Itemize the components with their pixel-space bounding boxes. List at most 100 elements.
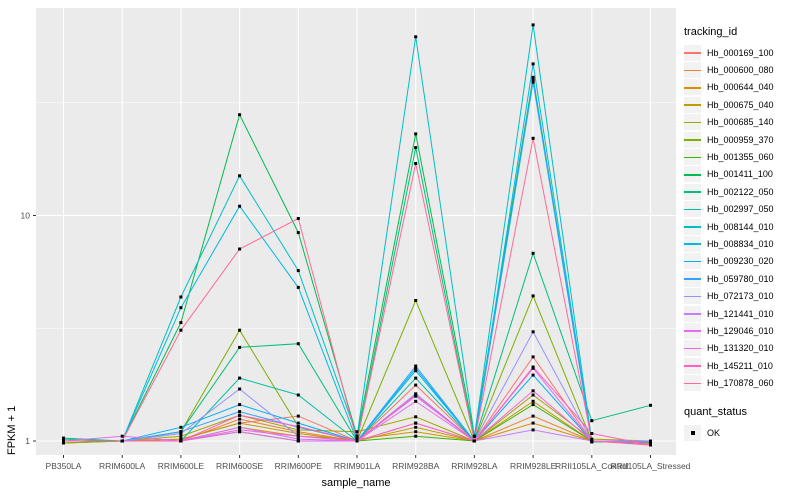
data-point — [531, 23, 535, 27]
legend-item-label: Hb_008144_010 — [707, 221, 774, 232]
data-point — [649, 439, 652, 443]
x-axis-title: sample_name — [321, 477, 391, 489]
data-point — [414, 376, 418, 380]
legend-item: Hb_129046_010 — [684, 322, 800, 339]
data-point — [179, 425, 183, 429]
data-point — [649, 403, 652, 407]
data-point — [414, 299, 418, 302]
legend-key-line-icon — [684, 166, 701, 183]
legend-key-line-icon — [684, 305, 701, 322]
data-point — [649, 443, 652, 447]
x-tick-label: RRIM901LA — [334, 461, 381, 471]
data-point — [296, 421, 300, 425]
data-point — [414, 434, 418, 438]
legend-key-line-icon — [684, 322, 701, 339]
legend-item-label: Hb_002997_050 — [707, 204, 774, 215]
data-point — [179, 437, 183, 441]
data-point — [414, 132, 418, 136]
legend-status-item: OK — [684, 424, 800, 441]
data-point — [179, 434, 183, 438]
y-tick-label: 10 — [21, 211, 31, 221]
legend-item-label: Hb_000600_080 — [707, 65, 774, 76]
legend-key-line-icon — [684, 357, 701, 374]
x-tick-label: RRII105LA_Stressed — [611, 461, 691, 471]
data-point — [296, 217, 300, 220]
data-point — [296, 439, 300, 443]
data-point — [296, 231, 300, 235]
data-point — [590, 437, 594, 441]
legend-item-label: Hb_131320_010 — [707, 343, 774, 354]
legend-item: Hb_170878_060 — [684, 374, 800, 392]
legend-key-line-icon — [684, 201, 701, 218]
data-point — [531, 62, 535, 66]
plot-panel — [36, 8, 676, 455]
data-point — [414, 415, 418, 419]
data-point — [296, 437, 300, 441]
data-point — [238, 387, 242, 391]
legend-item-label: Hb_008834_010 — [707, 238, 774, 249]
legend-item-label: Hb_170878_060 — [707, 378, 774, 389]
data-point — [531, 365, 535, 369]
legend-item: Hb_121441_010 — [684, 305, 800, 322]
x-tick-label: RRIM928LE — [510, 461, 557, 471]
legend-item-label: Hb_072173_010 — [707, 291, 774, 302]
legend-key-point-icon — [684, 424, 701, 441]
legend-item: Hb_000685_140 — [684, 114, 800, 131]
data-point — [531, 393, 535, 397]
data-point — [590, 439, 594, 443]
data-point — [296, 414, 300, 418]
legend-item: Hb_002122_050 — [684, 183, 800, 200]
data-point — [531, 399, 535, 403]
legend-item: Hb_072173_010 — [684, 287, 800, 305]
data-point — [238, 113, 242, 117]
data-point — [531, 136, 535, 140]
x-tick-label: RRIM928BA — [392, 461, 440, 471]
data-point — [531, 80, 535, 84]
legend-key-line-icon — [684, 235, 701, 252]
data-point — [414, 369, 418, 373]
data-point — [531, 389, 535, 393]
data-point — [414, 430, 418, 434]
legend-key-line-icon — [684, 270, 701, 287]
data-point — [179, 295, 183, 299]
legend-item-label: Hb_000644_040 — [707, 82, 774, 93]
data-point — [62, 441, 65, 445]
data-point — [296, 285, 300, 289]
data-point — [355, 437, 359, 441]
legend-item-label: Hb_145211_010 — [707, 360, 773, 371]
legend-status-items: OK — [684, 424, 800, 441]
data-point — [590, 419, 594, 423]
legend-item: Hb_008144_010 — [684, 218, 800, 235]
data-point — [238, 376, 242, 380]
data-point — [531, 414, 535, 418]
data-point — [179, 321, 183, 325]
x-tick-label: RRII105LA_Control — [555, 461, 629, 471]
data-point — [531, 330, 535, 334]
data-point — [472, 439, 476, 443]
legend-item-label: Hb_059780_010 — [707, 273, 774, 284]
legend-status-label: OK — [707, 427, 721, 438]
legend-key-line-icon — [684, 288, 701, 305]
legend-item: Hb_059780_010 — [684, 270, 800, 287]
data-point — [179, 430, 183, 434]
data-point — [531, 428, 535, 432]
legend-key-line-icon — [684, 44, 701, 61]
data-point — [238, 413, 242, 417]
data-point — [296, 342, 300, 346]
data-point — [414, 364, 418, 368]
legend-key-line-icon — [684, 375, 701, 392]
data-point — [238, 421, 242, 425]
legend-key-line-icon — [684, 340, 701, 357]
legend-item: Hb_145211_010 — [684, 357, 800, 374]
data-point — [120, 434, 124, 438]
legend-item-label: Hb_001411_100 — [707, 169, 773, 180]
data-point — [355, 439, 359, 443]
data-point — [531, 75, 535, 79]
legend-item: Hb_008834_010 — [684, 235, 800, 252]
data-point — [296, 269, 300, 273]
data-point — [414, 399, 418, 403]
data-point — [238, 417, 242, 421]
data-point — [531, 403, 535, 407]
data-point — [238, 410, 242, 414]
